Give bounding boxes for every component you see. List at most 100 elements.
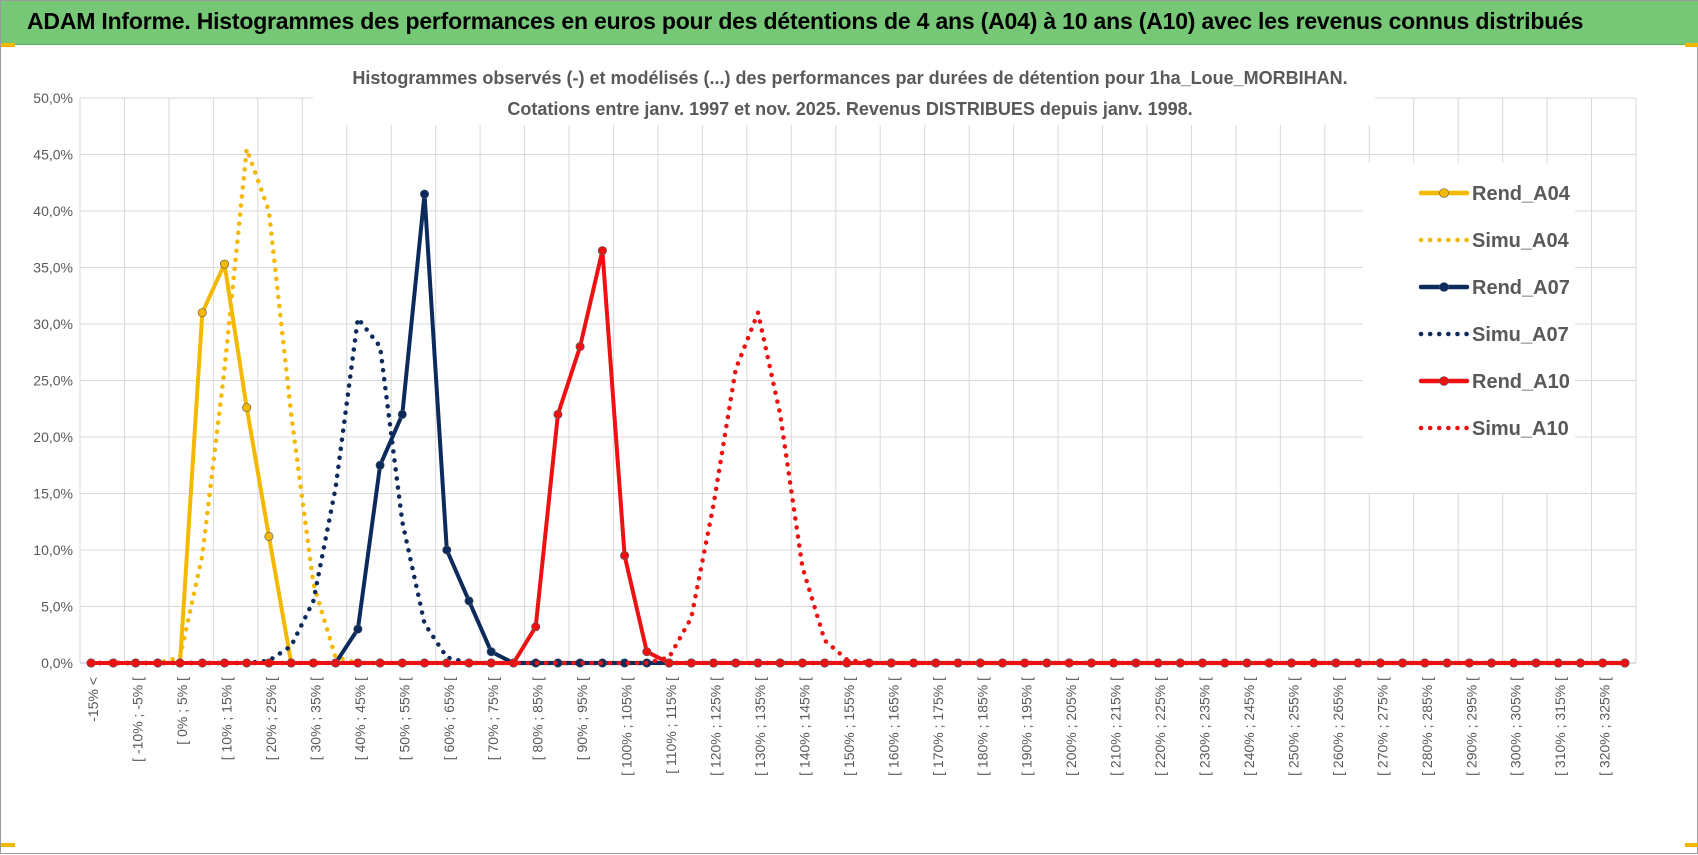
legend-label: Simu_A04 xyxy=(1472,230,1570,252)
x-tick-label: [ 20% ; 25% [ xyxy=(263,677,279,760)
report-title: ADAM Informe. Histogrammes des performan… xyxy=(27,8,1584,34)
data-point xyxy=(486,647,496,657)
x-tick-label: [ 120% ; 125% [ xyxy=(708,677,724,776)
x-tick-label: [ 140% ; 145% [ xyxy=(796,677,812,776)
legend-item-Simu_A10: Simu_A10 xyxy=(1418,418,1569,440)
series-line-Simu_A10 xyxy=(88,310,1628,666)
y-tick-label: 45,0% xyxy=(33,147,73,163)
x-tick-label: [ 10% ; 15% [ xyxy=(219,677,235,760)
data-point xyxy=(375,460,385,470)
x-tick-label: [ 180% ; 185% [ xyxy=(974,677,990,776)
legend-item-Simu_A07: Simu_A07 xyxy=(1418,324,1569,346)
data-point xyxy=(575,342,585,352)
report-banner: ADAM Informe. Histogrammes des performan… xyxy=(1,1,1698,45)
x-tick-label: [ 300% ; 305% [ xyxy=(1508,677,1524,776)
data-point xyxy=(419,189,429,199)
data-point xyxy=(353,624,363,634)
x-tick-label: [ 240% ; 245% [ xyxy=(1241,677,1257,776)
x-tick-label: [ 190% ; 195% [ xyxy=(1019,677,1035,776)
y-tick-label: 5,0% xyxy=(41,599,73,615)
y-tick-label: 30,0% xyxy=(33,316,73,332)
x-tick-label: [ 200% ; 205% [ xyxy=(1063,677,1079,776)
series-Simu_A10 xyxy=(88,310,1628,666)
data-point xyxy=(820,658,830,668)
y-tick-label: 15,0% xyxy=(33,486,73,502)
x-tick-label: [ 260% ; 265% [ xyxy=(1330,677,1346,776)
x-tick-label: [ 110% ; 115% [ xyxy=(663,677,679,774)
x-tick-label: [ 210% ; 215% [ xyxy=(1108,677,1124,776)
x-tick-label: [ 60% ; 65% [ xyxy=(441,677,457,760)
y-axis-ticks: 0,0% 5,0% 10,0% 15,0% 20,0% 25,0% 30,0% 35,0% 40… xyxy=(33,90,73,671)
data-point xyxy=(397,409,407,419)
x-tick-label: [ 290% ; 295% [ xyxy=(1463,677,1479,776)
data-point xyxy=(220,259,230,269)
x-axis-ticks: -15% < [ -10% ; -5% [ [ 0% ; 5% [ [ 10% ; 1… xyxy=(85,677,1613,776)
x-tick-label: [ 250% ; 255% [ xyxy=(1286,677,1302,776)
chart-series xyxy=(86,146,1630,668)
chart-subtitle: Cotations entre janv. 1997 et nov. 2025.… xyxy=(507,99,1192,119)
corner-mark-top-right xyxy=(1685,43,1698,47)
x-tick-label: [ 50% ; 55% [ xyxy=(396,677,412,760)
legend-background xyxy=(1363,163,1575,493)
x-tick-label: [ 230% ; 235% [ xyxy=(1197,677,1213,776)
chart-title: Histogrammes observés (-) et modélisés (… xyxy=(352,68,1347,88)
data-point xyxy=(464,596,474,606)
x-tick-label: [ 220% ; 225% [ xyxy=(1152,677,1168,776)
x-tick-label: [ 70% ; 75% [ xyxy=(485,677,501,760)
data-point xyxy=(242,403,252,413)
data-point xyxy=(197,308,207,318)
corner-mark-top-left xyxy=(1,43,15,47)
data-point xyxy=(597,246,607,256)
data-point xyxy=(664,658,674,668)
data-point xyxy=(775,658,785,668)
x-tick-label: [ 80% ; 85% [ xyxy=(530,677,546,760)
data-point xyxy=(731,658,741,668)
corner-mark-bottom-left xyxy=(1,843,15,847)
data-point xyxy=(264,531,274,541)
legend-marker xyxy=(1439,188,1449,198)
x-tick-label: [ 270% ; 275% [ xyxy=(1374,677,1390,776)
x-tick-label: [ 130% ; 135% [ xyxy=(752,677,768,776)
y-tick-label: 40,0% xyxy=(33,203,73,219)
data-point xyxy=(531,622,541,632)
x-tick-label: [ 40% ; 45% [ xyxy=(352,677,368,760)
legend-marker xyxy=(1439,376,1449,386)
y-tick-label: 20,0% xyxy=(33,429,73,445)
x-tick-label: [ 280% ; 285% [ xyxy=(1419,677,1435,776)
data-point xyxy=(797,658,807,668)
y-tick-label: 35,0% xyxy=(33,260,73,276)
x-tick-label: [ 160% ; 165% [ xyxy=(885,677,901,776)
x-tick-label: [ 30% ; 35% [ xyxy=(307,677,323,760)
x-tick-label: -15% < xyxy=(85,677,101,722)
legend-item-Simu_A04: Simu_A04 xyxy=(1418,230,1570,252)
legend-label: Rend_A04 xyxy=(1472,183,1571,205)
legend-item-Rend_A10: Rend_A10 xyxy=(1418,371,1570,393)
data-point xyxy=(442,545,452,555)
x-tick-label: [ 310% ; 315% [ xyxy=(1552,677,1568,776)
y-tick-label: 0,0% xyxy=(41,655,73,671)
data-point xyxy=(620,551,630,561)
x-tick-label: [ 0% ; 5% [ xyxy=(174,677,190,745)
chart-legend: Rend_A04 Simu_A04 Rend_A07 Simu_A07 Rend_A10… xyxy=(1363,163,1575,493)
legend-label: Rend_A10 xyxy=(1472,371,1570,393)
x-tick-label: [ 170% ; 175% [ xyxy=(930,677,946,776)
legend-item-Rend_A04: Rend_A04 xyxy=(1418,183,1571,205)
histogram-chart: 0,0% 5,0% 10,0% 15,0% 20,0% 25,0% 30,0% 35,0% 40… xyxy=(33,61,1637,776)
legend-label: Simu_A07 xyxy=(1472,324,1569,346)
legend-item-Rend_A07: Rend_A07 xyxy=(1418,277,1570,299)
y-tick-label: 25,0% xyxy=(33,373,73,389)
data-point xyxy=(686,658,696,668)
x-tick-label: [ -10% ; -5% [ xyxy=(130,677,146,762)
x-tick-label: [ 320% ; 325% [ xyxy=(1597,677,1613,776)
x-tick-label: [ 150% ; 155% [ xyxy=(841,677,857,776)
data-point xyxy=(642,647,652,657)
chart-title-background xyxy=(313,61,1375,125)
y-tick-label: 10,0% xyxy=(33,542,73,558)
x-tick-label: [ 90% ; 95% [ xyxy=(574,677,590,760)
legend-label: Rend_A07 xyxy=(1472,277,1570,299)
corner-mark-bottom-right xyxy=(1685,843,1698,847)
legend-label: Simu_A10 xyxy=(1472,418,1569,440)
data-point xyxy=(553,409,563,419)
x-tick-label: [ 100% ; 105% [ xyxy=(619,677,635,776)
